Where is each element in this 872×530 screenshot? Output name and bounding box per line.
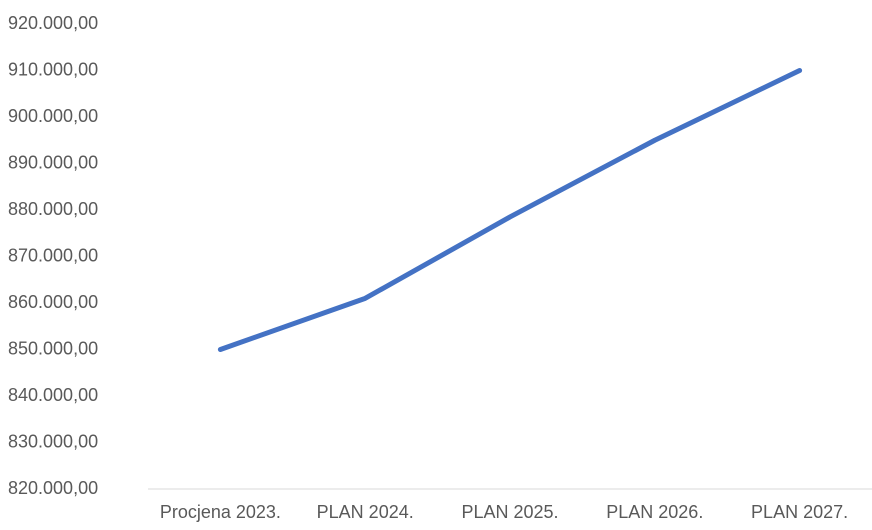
y-tick-label: 820.000,00: [8, 478, 98, 498]
x-tick-label: PLAN 2027.: [751, 502, 848, 522]
y-tick-label: 840.000,00: [8, 385, 98, 405]
series-line: [217, 68, 803, 352]
y-tick-label: 860.000,00: [8, 292, 98, 312]
x-tick-label: PLAN 2026.: [606, 502, 703, 522]
y-tick-label: 920.000,00: [8, 13, 98, 33]
x-tick-label: PLAN 2025.: [461, 502, 558, 522]
x-tick-label: Procjena 2023.: [160, 502, 281, 522]
y-tick-label: 830.000,00: [8, 431, 98, 451]
y-tick-label: 880.000,00: [8, 199, 98, 219]
y-tick-label: 910.000,00: [8, 59, 98, 79]
y-axis-labels: 820.000,00 830.000,00 840.000,00 850.000,00…: [8, 13, 98, 498]
y-tick-label: 900.000,00: [8, 106, 98, 126]
y-tick-label: 890.000,00: [8, 152, 98, 172]
x-tick-label: PLAN 2024.: [317, 502, 414, 522]
y-tick-label: 850.000,00: [8, 338, 98, 358]
y-tick-label: 870.000,00: [8, 245, 98, 265]
x-axis-labels: Procjena 2023. PLAN 2024. PLAN 2025. PLAN 2…: [160, 502, 848, 522]
